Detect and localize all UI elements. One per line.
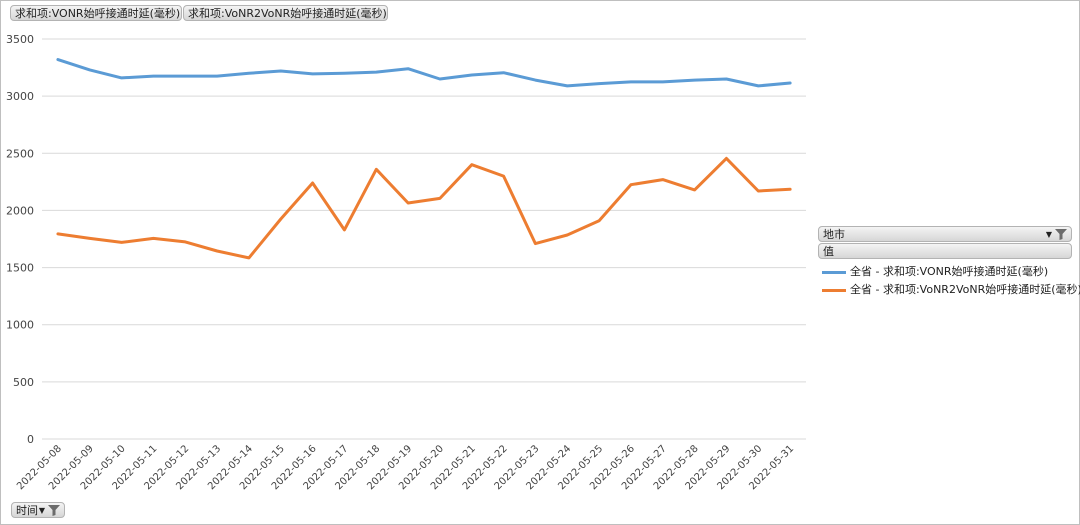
value-field-button-vonr[interactable]: 求和项:VONR始呼接通时延(毫秒) [10, 5, 182, 21]
chevron-down-icon: ▼ [1045, 230, 1052, 239]
axis-field-button[interactable]: 时间 ▼ [11, 502, 65, 518]
y-tick-label: 2500 [6, 147, 34, 160]
y-axis-ticks: 0 500 1000 1500 2000 2500 3000 3500 [6, 33, 34, 446]
filter-icon[interactable] [1054, 228, 1068, 241]
legend-field-label: 地市 [823, 228, 845, 241]
axis-field-label: 时间 [16, 504, 38, 517]
legend-item-vonr2vonr: 全省 - 求和项:VoNR2VoNR始呼接通时延(毫秒) [820, 281, 1080, 299]
legend-values-button[interactable]: 值 [818, 243, 1072, 259]
series-line-1 [56, 58, 792, 88]
chevron-down-icon: ▼ [38, 506, 45, 515]
legend: 全省 - 求和项:VONR始呼接通时延(毫秒) 全省 - 求和项:VoNR2Vo… [820, 263, 1080, 299]
y-tick-label: 1500 [6, 262, 34, 275]
legend-field-button[interactable]: 地市 ▼ [818, 226, 1072, 242]
y-tick-label: 500 [13, 376, 34, 389]
y-tick-label: 0 [27, 433, 34, 446]
legend-label: 全省 - 求和项:VoNR2VoNR始呼接通时延(毫秒) [850, 283, 1080, 296]
legend-values-label: 值 [823, 245, 834, 258]
legend-label: 全省 - 求和项:VONR始呼接通时延(毫秒) [850, 265, 1049, 278]
y-tick-label: 2000 [6, 204, 34, 217]
series-lines [56, 58, 792, 260]
y-tick-label: 3500 [6, 33, 34, 46]
legend-item-vonr: 全省 - 求和项:VONR始呼接通时延(毫秒) [820, 263, 1080, 281]
y-tick-label: 1000 [6, 319, 34, 332]
x-axis-ticks: 2022-05-082022-05-092022-05-102022-05-11… [15, 443, 796, 492]
series-line-2 [56, 156, 792, 260]
y-tick-label: 3000 [6, 90, 34, 103]
value-field-label: 求和项:VoNR2VoNR始呼接通时延(毫秒) [188, 7, 387, 20]
legend-swatch [822, 271, 846, 274]
grid-lines [42, 38, 806, 440]
legend-swatch [822, 289, 846, 292]
filter-icon[interactable] [47, 504, 61, 517]
value-field-label: 求和项:VONR始呼接通时延(毫秒) [15, 7, 181, 20]
value-field-button-vonr2vonr[interactable]: 求和项:VoNR2VoNR始呼接通时延(毫秒) [183, 5, 388, 21]
